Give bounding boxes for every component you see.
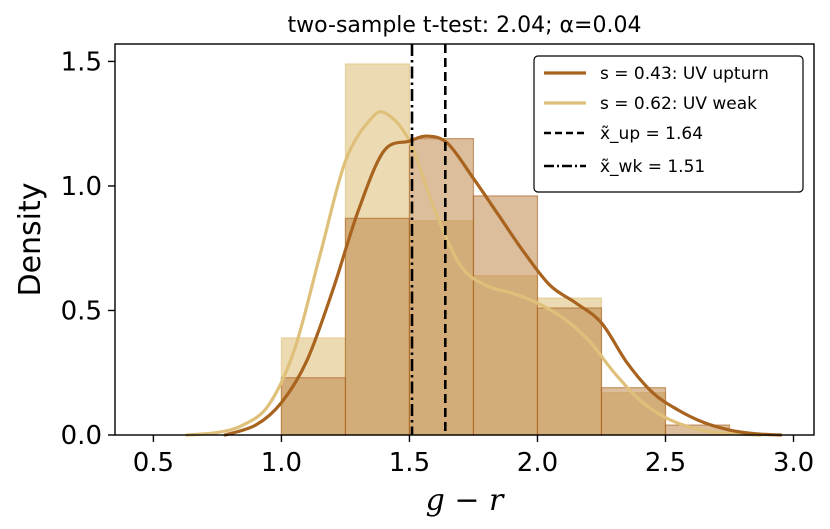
upturn-hist-bar (344, 217, 411, 436)
x-axis: 0.5 1.0 1.5 2.0 2.5 3.0 (133, 435, 814, 478)
y-tick-label: 0.0 (61, 421, 102, 451)
x-tick-label: 1.5 (389, 448, 430, 478)
legend-entry-label: s = 0.62: UV weak (600, 94, 757, 114)
median-lines (410, 44, 447, 435)
chart-title: two-sample t-test: 2.04; α=0.04 (288, 13, 642, 38)
upturn-hist-bar (408, 138, 475, 436)
kde-curves (185, 110, 783, 437)
weak-kde-line (185, 110, 762, 437)
legend-entry-label: s = 0.43: UV upturn (600, 64, 769, 84)
y-tick-label: 1.5 (61, 47, 102, 77)
upturn-hist-bar (280, 377, 347, 436)
y-axis: 0.0 0.5 1.0 1.5 (61, 47, 115, 451)
x-tick-label: 2.0 (517, 448, 558, 478)
legend: s = 0.43: UV upturn s = 0.62: UV weak x̃_u… (533, 55, 804, 193)
x-tick-label: 2.5 (645, 448, 686, 478)
legend-box (533, 55, 804, 193)
x-tick-label: 3.0 (773, 448, 814, 478)
histograms (280, 63, 731, 436)
legend-entry-label: x̃_wk = 1.51 (600, 157, 705, 177)
upturn-kde-line (223, 134, 783, 437)
upturn-hist-bar (472, 195, 539, 436)
x-axis-label: g − r (426, 483, 505, 518)
y-tick-label: 1.0 (61, 172, 102, 202)
x-tick-label: 0.5 (133, 448, 174, 478)
y-axis-label: Density (13, 182, 48, 296)
legend-entry-label: x̃_up = 1.64 (600, 124, 703, 144)
upturn-hist-bar (536, 307, 603, 436)
plot-frame (114, 43, 815, 436)
x-tick-label: 1.0 (261, 448, 302, 478)
y-tick-label: 0.5 (61, 296, 102, 326)
